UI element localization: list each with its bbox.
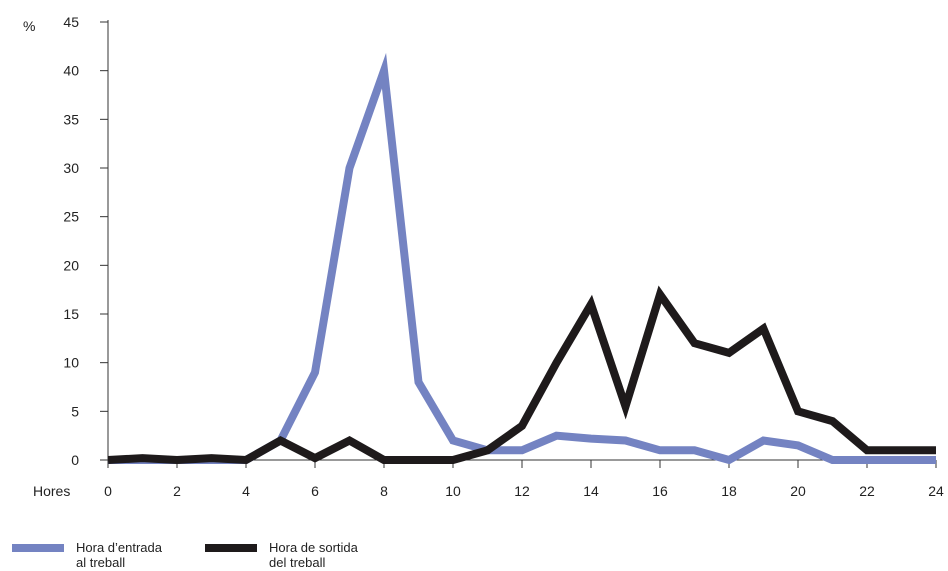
x-axis-label: Hores [33, 483, 70, 499]
legend-item-exit: Hora de sortida del treball [205, 540, 389, 570]
x-tick-label: 10 [445, 483, 461, 499]
x-tick-label: 4 [242, 483, 250, 499]
y-tick-label: 0 [71, 452, 79, 468]
x-tick-label: 16 [652, 483, 668, 499]
x-tick-label: 20 [790, 483, 806, 499]
x-tick-label: 6 [311, 483, 319, 499]
legend-label-exit: Hora de sortida del treball [269, 540, 389, 570]
chart-series [107, 52, 936, 465]
legend-label-exit-line1: Hora de sortida [269, 540, 358, 555]
x-tick-label: 12 [514, 483, 530, 499]
legend-label-entry-line1: Hora d’entrada [76, 540, 162, 555]
x-tick-label: 22 [859, 483, 875, 499]
x-tick-label: 24 [928, 483, 944, 499]
y-tick-label: 45 [63, 14, 79, 30]
y-tick-label: 15 [63, 306, 79, 322]
series-line-exit [107, 285, 936, 465]
legend-label-entry-line2: al treball [76, 555, 126, 570]
y-tick-label: 20 [63, 257, 79, 273]
y-tick-label: 35 [63, 111, 79, 127]
y-tick-label: 30 [63, 160, 79, 176]
y-axis-label: % [23, 18, 35, 34]
x-tick-label: 18 [721, 483, 737, 499]
y-tick-label: 10 [63, 355, 79, 371]
x-tick-label: 14 [583, 483, 599, 499]
x-tick-label: 0 [104, 483, 112, 499]
series-line-entry [108, 52, 936, 465]
y-tick-label: 25 [63, 209, 79, 225]
y-tick-label: 40 [63, 63, 79, 79]
legend-swatch-entry [12, 544, 64, 552]
x-tick-label: 8 [380, 483, 388, 499]
legend-label-exit-line2: del treball [269, 555, 326, 570]
legend-label-entry: Hora d’entrada al treball [76, 540, 196, 570]
y-tick-label: 5 [71, 403, 79, 419]
legend-swatch-exit [205, 544, 257, 552]
legend-item-entry: Hora d’entrada al treball [12, 540, 196, 570]
x-tick-label: 2 [173, 483, 181, 499]
